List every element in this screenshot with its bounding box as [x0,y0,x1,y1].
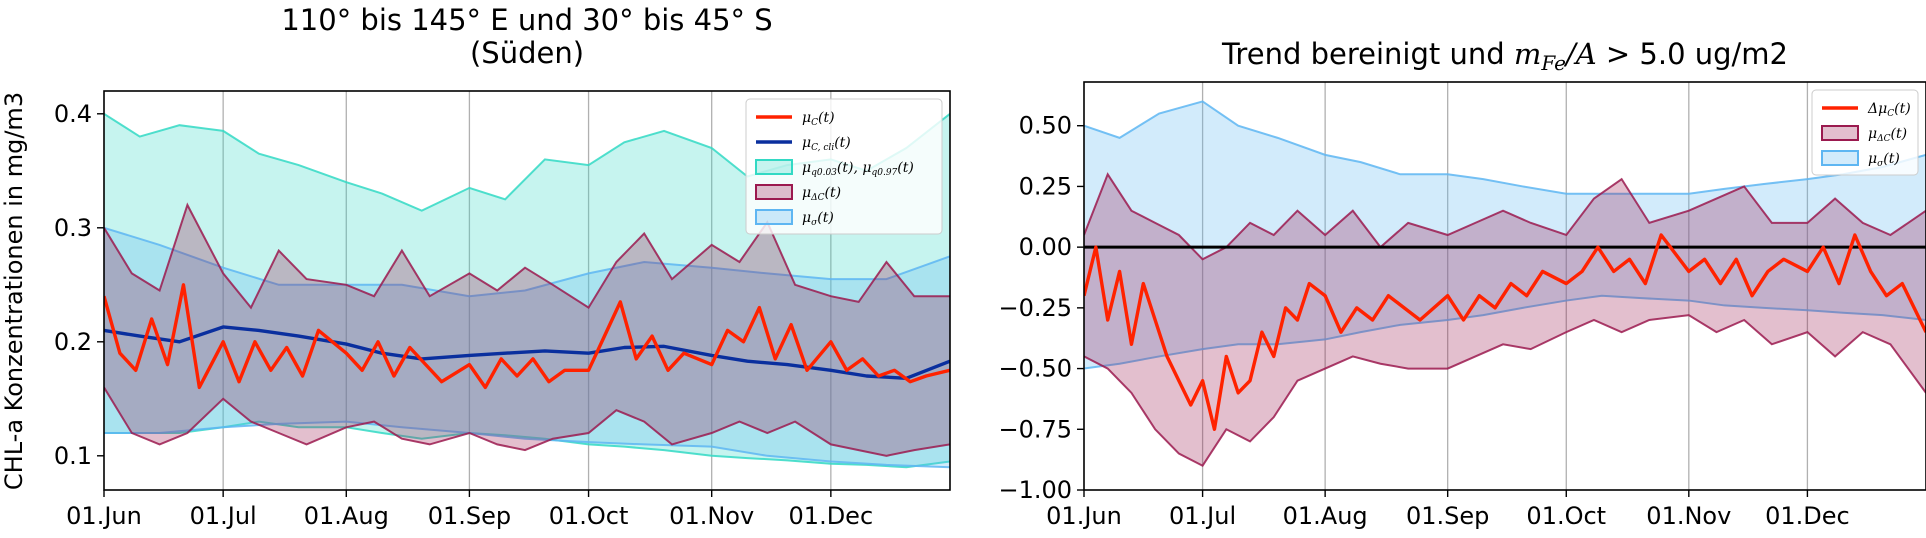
legend-label: μC(t) [802,110,835,128]
y-tick-label: −1.00 [998,476,1072,504]
band-upper-dc [1084,172,1926,261]
chart-left-title-line1: 110° bis 145° E und 30° bis 45° S [281,3,772,37]
legend-label: μΔC(t) [802,185,841,203]
band-lower-dc [1084,314,1926,468]
x-tick-label: 01.Jul [1169,502,1236,530]
y-tick-label: 0.25 [1019,172,1072,200]
chart-right-legend: ΔμC(t) μΔC(t) μσ(t) [1811,89,1919,176]
y-tick-label: 0.4 [54,100,92,128]
legend-swatch-patch [1821,150,1859,166]
series-line-dmu [1084,233,1926,431]
x-tick-label: 01.Dec [789,502,874,530]
band-lower-sigma [104,420,950,469]
band-lower-sigma [1084,294,1926,370]
legend-label: μσ(t) [802,210,834,228]
x-tick-label: 01.Aug [304,502,389,530]
x-tick-label: 01.Aug [1283,502,1368,530]
y-tick-label: −0.75 [998,415,1072,443]
chart-left-plot-area [104,112,950,469]
x-tick-label: 01.Dec [1765,502,1850,530]
band-upper-sigma [104,226,950,298]
legend-label: μC, cli(t) [802,135,851,153]
chart-right-plot-area [1084,100,1926,468]
legend-swatch-patch [755,184,793,200]
legend-box [745,98,943,235]
chart-right-frame [1083,81,1926,491]
x-tick-label: 01.Sep [428,502,511,530]
y-tick-label: 0.50 [1019,112,1072,140]
chart-right-gridlines [1201,82,1809,490]
band-fill-sigma [104,227,950,468]
y-tick-label: 0.1 [54,442,92,470]
y-tick-label: 0.2 [54,328,92,356]
band-fill-dc [104,205,950,456]
legend-label: μq0.03(t), μq0.97(t) [802,160,914,178]
x-tick-label: 01.Oct [1526,502,1606,530]
x-tick-label: 01.Sep [1406,502,1489,530]
legend-swatch-patch [1821,125,1859,141]
band-upper-dc [104,202,950,310]
chart-left-ticks: 01.Jun 01.Jul 01.Aug 01.Sep 01.Oct 01.Nov 01.D… [54,100,873,530]
chart-right-title: Trend bereinigt und mFe/A > 5.0 ug/m2 [1221,37,1788,75]
y-tick-label: −0.50 [998,355,1072,383]
legend-swatch-patch [755,209,793,225]
chart-left-title-line2: (Süden) [470,36,584,70]
x-tick-label: 01.Jun [1046,502,1122,530]
chart-left: 110° bis 145° E und 30° bis 45° S (Süden… [0,3,951,530]
x-tick-label: 01.Nov [669,502,754,530]
y-tick-label: 0.00 [1019,233,1072,261]
band-lower-q [104,420,950,469]
band-fill-sigma [1084,101,1926,369]
x-tick-label: 01.Jul [190,502,257,530]
legend-swatch-patch [755,159,793,175]
x-tick-label: 01.Jun [66,502,142,530]
y-tick-label: −0.25 [998,294,1072,322]
legend-box [1811,89,1919,176]
chart-right: Trend bereinigt und mFe/A > 5.0 ug/m2 01… [998,37,1926,530]
chart-right-ticks: 01.Jun 01.Jul 01.Aug 01.Sep 01.Oct 01.Nov 01.D… [998,112,1849,530]
series-line-mu_c [104,283,950,390]
legend-label: μΔC(t) [1868,126,1907,144]
band-upper-sigma [1084,100,1926,195]
chart-left-frame [103,90,951,491]
chart-left-legend: μC(t) μC, cli(t) μq0.03(t), μq0.97(t) μΔC(t… [745,98,943,235]
legend-label: μσ(t) [1868,151,1900,169]
legend-label: ΔμC(t) [1867,101,1911,119]
x-tick-label: 01.Nov [1646,502,1731,530]
y-tick-label: 0.3 [54,214,92,242]
x-tick-label: 01.Oct [549,502,629,530]
band-lower-dc [104,386,950,457]
chart-left-ylabel: CHL-a Konzentrationen in mg/m3 [0,92,28,490]
